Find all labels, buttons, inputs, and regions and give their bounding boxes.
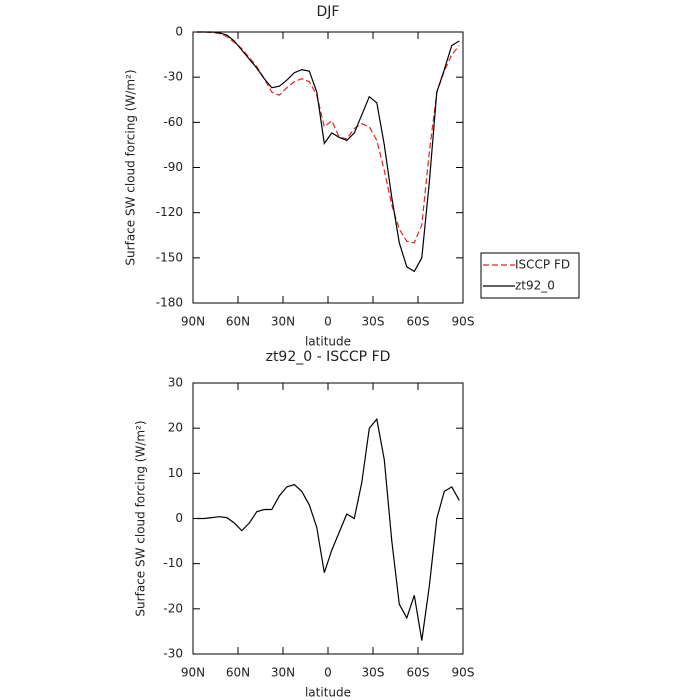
x-tick-label: 30N [271,315,295,329]
y-tick-label: -30 [163,70,183,84]
x-tick-label: 30S [362,666,385,680]
y-tick-label: 0 [175,25,183,39]
x-tick-label: 60S [407,666,430,680]
legend-box [480,252,580,299]
chart-title: zt92_0 - ISCCP FD [266,349,391,365]
y-tick-label: 20 [168,421,183,435]
plot-frame [192,31,464,304]
x-axis-label: latitude [305,335,351,349]
y-tick-label: -60 [163,115,183,129]
y-tick-label: -90 [163,160,183,174]
y-tick-label: -120 [156,205,183,219]
chart-title: DJF [317,4,340,20]
y-axis-label: Surface SW cloud forcing (W/m²) [134,420,148,616]
x-tick-label: 60S [407,315,430,329]
data-line [196,31,460,273]
y-axis-label: Surface SW cloud forcing (W/m²) [124,69,138,265]
y-tick-label: -150 [156,250,183,264]
x-tick-label: 60N [226,315,250,329]
legend-label: zt92_0 [515,279,555,293]
x-tick-label: 30S [362,315,385,329]
y-tick-label: -20 [163,601,183,615]
x-tick-label: 90N [181,315,205,329]
y-tick-label: -180 [156,296,183,310]
x-tick-label: 90N [181,666,205,680]
x-tick-label: 0 [324,666,332,680]
x-tick-label: 90S [452,315,475,329]
x-tick-label: 30N [271,666,295,680]
data-line [196,417,460,641]
x-tick-label: 0 [324,315,332,329]
data-line [196,31,460,244]
y-tick-label: -30 [163,647,183,661]
x-tick-label: 60N [226,666,250,680]
x-tick-label: 90S [452,666,475,680]
y-tick-label: -10 [163,556,183,570]
y-tick-label: 10 [168,466,183,480]
x-axis-label: latitude [305,686,351,700]
y-tick-label: 30 [168,376,183,390]
plot-frame [192,382,464,655]
y-tick-label: 0 [175,511,183,525]
legend-label: ISCCP FD [515,258,570,272]
